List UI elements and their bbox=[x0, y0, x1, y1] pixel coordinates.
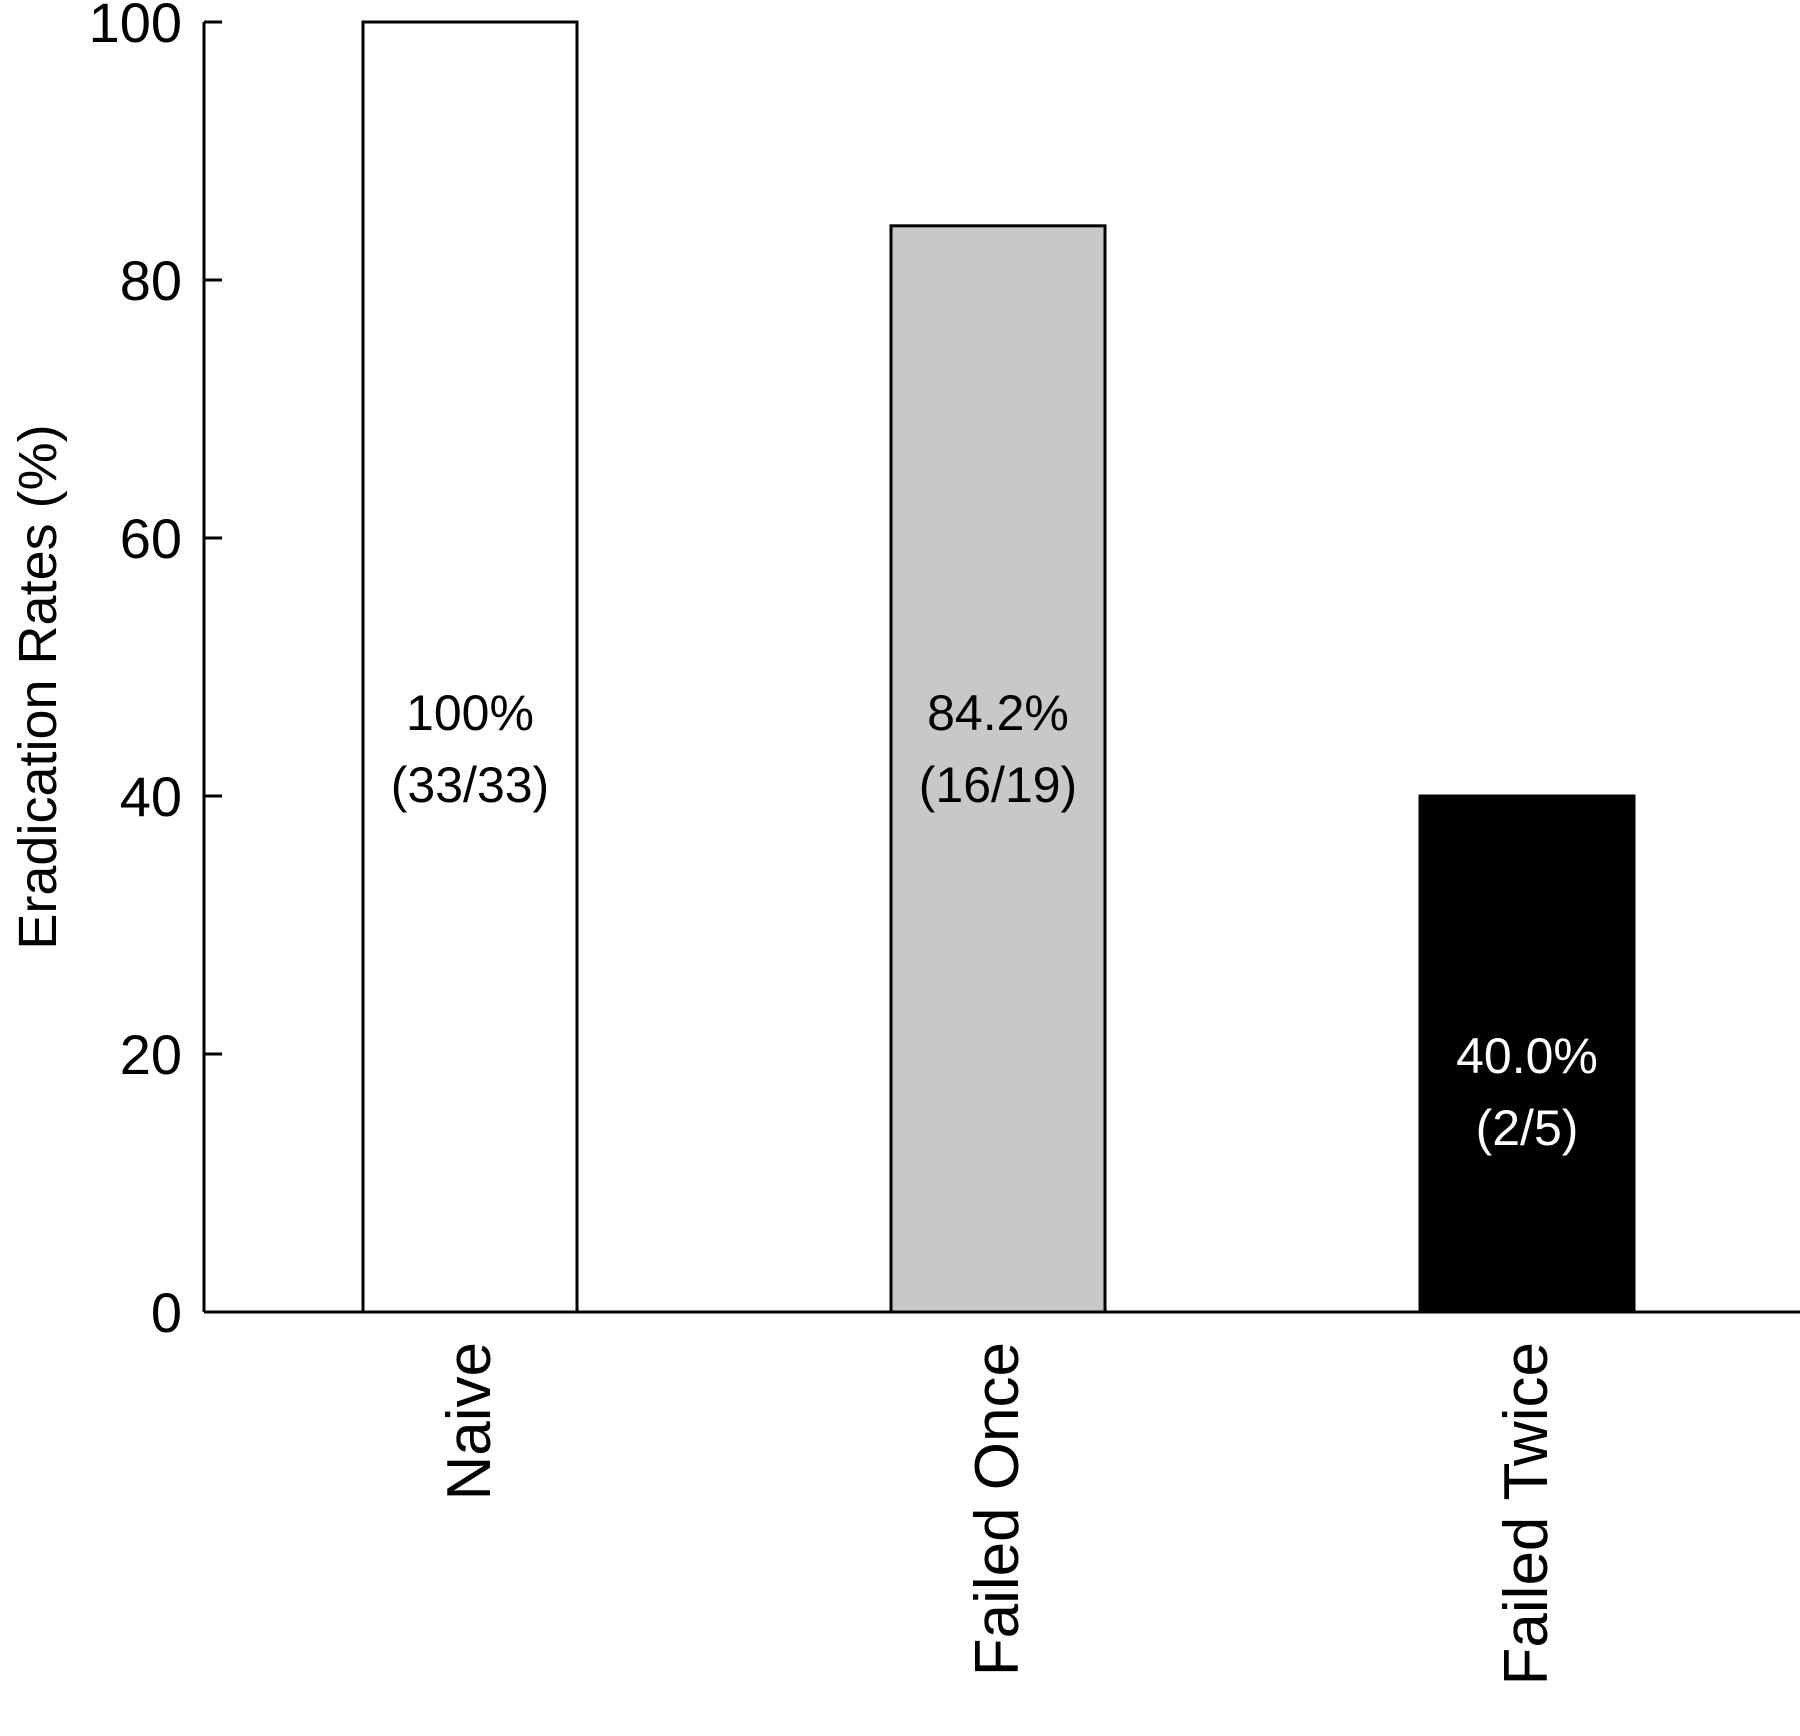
bar-value-label: 100% bbox=[406, 685, 534, 741]
bar-count-label: (33/33) bbox=[391, 757, 549, 813]
y-axis: 0 20 40 60 80 100 bbox=[89, 0, 222, 1344]
bar-value-label: 40.0% bbox=[1456, 1028, 1598, 1084]
y-tick-label: 60 bbox=[120, 507, 182, 570]
bar-failed-twice bbox=[1418, 794, 1636, 1314]
x-category-label: Naive bbox=[435, 1342, 504, 1501]
y-tick-label: 40 bbox=[120, 765, 182, 828]
bars: 100% (33/33) 84.2% (16/19) 40.0% (2/5) bbox=[361, 20, 1636, 1314]
x-axis: Naive Failed Once Failed Twice bbox=[204, 1310, 1800, 1685]
y-tick-label: 20 bbox=[120, 1023, 182, 1086]
bar-naive bbox=[361, 20, 579, 1314]
y-tick-label: 80 bbox=[120, 249, 182, 312]
x-category-label: Failed Once bbox=[963, 1342, 1032, 1676]
y-tick-label: 0 bbox=[151, 1281, 182, 1344]
bar-value-label: 84.2% bbox=[927, 685, 1069, 741]
x-category-label: Failed Twice bbox=[1492, 1342, 1561, 1685]
bar-count-label: (2/5) bbox=[1476, 1100, 1579, 1156]
bar-count-label: (16/19) bbox=[919, 757, 1077, 813]
y-tick-label: 100 bbox=[89, 0, 182, 54]
y-axis-title: Eradication Rates (%) bbox=[8, 424, 68, 949]
